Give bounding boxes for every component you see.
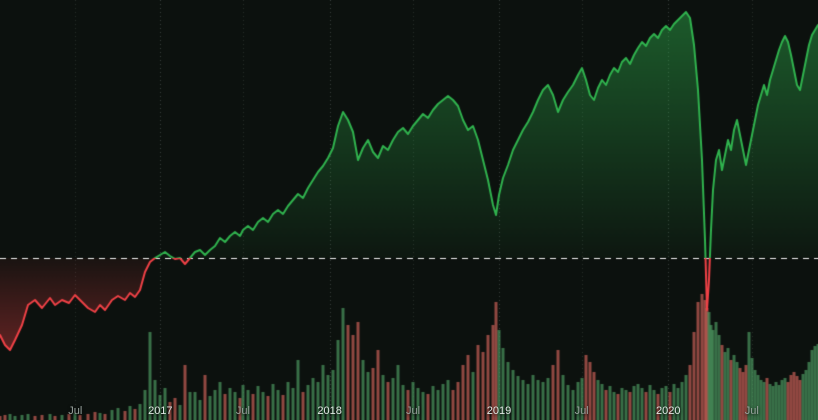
price-chart[interactable]: Jul 2017 Jul 2018 Jul 2019 Jul 2020 Jul bbox=[0, 0, 818, 420]
chart-canvas[interactable] bbox=[0, 0, 818, 420]
